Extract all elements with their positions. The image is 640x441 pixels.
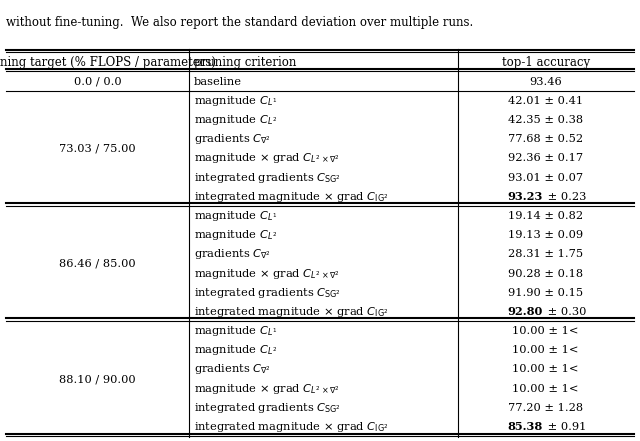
Text: 73.03 / 75.00: 73.03 / 75.00 — [60, 144, 136, 154]
Text: 10.00 ± 1<: 10.00 ± 1< — [513, 345, 579, 355]
Text: Pruning target (% FLOPS / parameters): Pruning target (% FLOPS / parameters) — [0, 56, 216, 69]
Text: integrated gradients $C_{\mathrm{SG}^2}$: integrated gradients $C_{\mathrm{SG}^2}$ — [194, 401, 340, 415]
Text: 93.01 ± 0.07: 93.01 ± 0.07 — [508, 172, 583, 183]
Text: 77.68 ± 0.52: 77.68 ± 0.52 — [508, 134, 583, 144]
Text: integrated gradients $C_{\mathrm{SG}^2}$: integrated gradients $C_{\mathrm{SG}^2}$ — [194, 286, 340, 300]
Text: 10.00 ± 1<: 10.00 ± 1< — [513, 364, 579, 374]
Text: magnitude $C_{L^1}$: magnitude $C_{L^1}$ — [194, 94, 277, 108]
Text: ± 0.91: ± 0.91 — [544, 422, 586, 432]
Text: integrated magnitude $\times$ grad $C_{\mathrm{IG}^2}$: integrated magnitude $\times$ grad $C_{\… — [194, 305, 388, 319]
Text: ± 0.23: ± 0.23 — [544, 192, 586, 202]
Text: ± 0.30: ± 0.30 — [544, 307, 586, 317]
Text: 19.14 ± 0.82: 19.14 ± 0.82 — [508, 211, 583, 221]
Text: magnitude $\times$ grad $C_{L^2\times\nabla^2}$: magnitude $\times$ grad $C_{L^2\times\na… — [194, 266, 340, 280]
Text: 42.35 ± 0.38: 42.35 ± 0.38 — [508, 115, 583, 125]
Text: gradients $C_{\nabla^2}$: gradients $C_{\nabla^2}$ — [194, 247, 271, 262]
Text: 85.38: 85.38 — [507, 422, 543, 433]
Text: 88.10 / 90.00: 88.10 / 90.00 — [60, 374, 136, 384]
Text: integrated magnitude $\times$ grad $C_{\mathrm{IG}^2}$: integrated magnitude $\times$ grad $C_{\… — [194, 190, 388, 204]
Text: 92.36 ± 0.17: 92.36 ± 0.17 — [508, 153, 583, 164]
Text: 93.46: 93.46 — [529, 77, 562, 87]
Text: 86.46 / 85.00: 86.46 / 85.00 — [60, 259, 136, 269]
Text: magnitude $C_{L^2}$: magnitude $C_{L^2}$ — [194, 228, 277, 242]
Text: 91.90 ± 0.15: 91.90 ± 0.15 — [508, 288, 583, 298]
Text: integrated gradients $C_{\mathrm{SG}^2}$: integrated gradients $C_{\mathrm{SG}^2}$ — [194, 171, 340, 185]
Text: 10.00 ± 1<: 10.00 ± 1< — [513, 384, 579, 394]
Text: 10.00 ± 1<: 10.00 ± 1< — [513, 326, 579, 336]
Text: 90.28 ± 0.18: 90.28 ± 0.18 — [508, 269, 583, 279]
Text: magnitude $C_{L^2}$: magnitude $C_{L^2}$ — [194, 343, 277, 357]
Text: 28.31 ± 1.75: 28.31 ± 1.75 — [508, 249, 583, 259]
Text: 19.13 ± 0.09: 19.13 ± 0.09 — [508, 230, 583, 240]
Text: integrated magnitude $\times$ grad $C_{\mathrm{IG}^2}$: integrated magnitude $\times$ grad $C_{\… — [194, 420, 388, 434]
Text: gradients $C_{\nabla^2}$: gradients $C_{\nabla^2}$ — [194, 363, 271, 377]
Text: 93.23: 93.23 — [507, 191, 543, 202]
Text: 42.01 ± 0.41: 42.01 ± 0.41 — [508, 96, 583, 106]
Text: magnitude $C_{L^1}$: magnitude $C_{L^1}$ — [194, 209, 277, 223]
Text: 92.80: 92.80 — [507, 306, 543, 318]
Text: gradients $C_{\nabla^2}$: gradients $C_{\nabla^2}$ — [194, 132, 271, 146]
Text: pruning criterion: pruning criterion — [194, 56, 296, 69]
Text: without fine-tuning.  We also report the standard deviation over multiple runs.: without fine-tuning. We also report the … — [6, 16, 474, 29]
Text: magnitude $\times$ grad $C_{L^2\times\nabla^2}$: magnitude $\times$ grad $C_{L^2\times\na… — [194, 151, 340, 165]
Text: magnitude $C_{L^1}$: magnitude $C_{L^1}$ — [194, 324, 277, 338]
Text: 77.20 ± 1.28: 77.20 ± 1.28 — [508, 403, 583, 413]
Text: magnitude $C_{L^2}$: magnitude $C_{L^2}$ — [194, 113, 277, 127]
Text: baseline: baseline — [194, 77, 242, 87]
Text: magnitude $\times$ grad $C_{L^2\times\nabla^2}$: magnitude $\times$ grad $C_{L^2\times\na… — [194, 381, 340, 396]
Text: top-1 accuracy: top-1 accuracy — [502, 56, 589, 69]
Text: 0.0 / 0.0: 0.0 / 0.0 — [74, 77, 122, 87]
